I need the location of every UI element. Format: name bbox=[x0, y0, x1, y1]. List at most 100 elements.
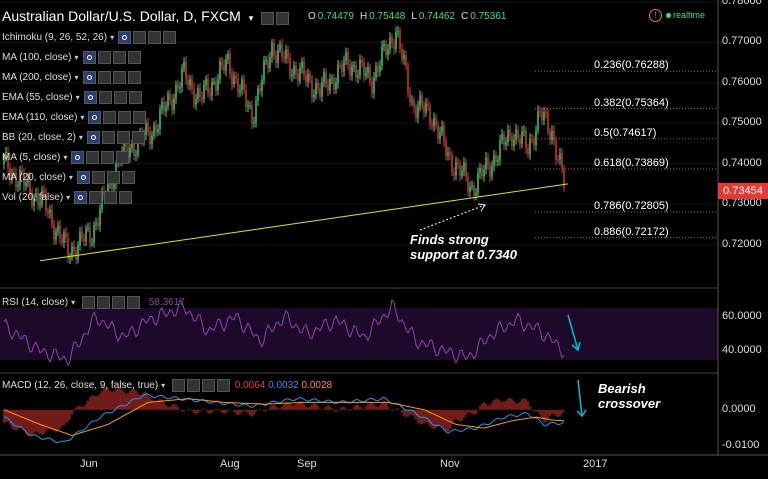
settings-icon[interactable] bbox=[89, 191, 103, 204]
settings-icon[interactable] bbox=[91, 171, 105, 184]
chevron-down-icon[interactable]: ▾ bbox=[248, 13, 254, 23]
chart-title-bar: Australian Dollar/U.S. Dollar, D, FXCM ▾ bbox=[2, 8, 291, 26]
candle-body bbox=[471, 185, 473, 187]
candle-body bbox=[385, 43, 387, 55]
eye-icon[interactable] bbox=[71, 151, 85, 164]
candle-body bbox=[53, 224, 55, 240]
close-icon[interactable] bbox=[119, 191, 133, 204]
candle-body bbox=[513, 139, 515, 147]
candle-body bbox=[279, 43, 281, 50]
candle-body bbox=[323, 72, 325, 83]
candle-body bbox=[43, 190, 45, 194]
candle-body bbox=[539, 110, 541, 112]
indicator-8[interactable]: Vol (20, false) ▾ bbox=[2, 191, 134, 204]
indicator-label: EMA (110, close) bbox=[2, 112, 78, 124]
candle-body bbox=[395, 32, 397, 49]
chevron-down-icon[interactable]: ▾ bbox=[78, 133, 83, 143]
support-pointer-head bbox=[477, 203, 486, 212]
close-icon[interactable] bbox=[116, 151, 130, 164]
settings-icon[interactable] bbox=[98, 91, 112, 104]
close-icon[interactable] bbox=[127, 71, 141, 84]
candle-body bbox=[345, 52, 347, 62]
close-icon[interactable] bbox=[133, 111, 147, 124]
candle-body bbox=[193, 88, 195, 105]
candle-body bbox=[399, 30, 401, 49]
close-icon[interactable] bbox=[128, 91, 142, 104]
settings-icon[interactable] bbox=[103, 111, 117, 124]
eye-icon[interactable] bbox=[82, 51, 96, 64]
candle-body bbox=[57, 225, 59, 232]
eye-icon[interactable] bbox=[118, 31, 132, 44]
add-icon[interactable] bbox=[104, 191, 118, 204]
candle-body bbox=[489, 165, 491, 177]
eye-icon[interactable] bbox=[76, 171, 90, 184]
candle-body bbox=[79, 231, 81, 246]
candle-body bbox=[431, 124, 433, 127]
candle-body bbox=[65, 232, 67, 239]
indicator-7[interactable]: MA (20, close) ▾ bbox=[2, 171, 137, 184]
close-icon[interactable] bbox=[127, 51, 141, 64]
add-icon[interactable] bbox=[148, 31, 162, 44]
chevron-down-icon[interactable]: ▾ bbox=[63, 153, 68, 163]
chevron-down-icon[interactable]: ▾ bbox=[71, 298, 76, 308]
eye-icon[interactable] bbox=[88, 111, 102, 124]
settings-icon[interactable] bbox=[133, 31, 147, 44]
close-icon[interactable] bbox=[121, 171, 135, 184]
indicator-6[interactable]: MA (5, close) ▾ bbox=[2, 151, 131, 164]
candle-body bbox=[349, 64, 351, 76]
eye-icon[interactable] bbox=[83, 91, 97, 104]
settings-icon[interactable] bbox=[97, 51, 111, 64]
indicator-1[interactable]: MA (100, close) ▾ bbox=[2, 51, 143, 64]
indicator-3[interactable]: EMA (55, close) ▾ bbox=[2, 91, 144, 104]
chevron-down-icon[interactable]: ▾ bbox=[68, 173, 73, 183]
candle-body bbox=[291, 74, 293, 77]
eye-icon[interactable] bbox=[81, 296, 95, 309]
candle-body bbox=[563, 168, 565, 188]
close-icon[interactable] bbox=[276, 12, 290, 26]
chevron-down-icon[interactable]: ▾ bbox=[74, 53, 79, 63]
indicator-2[interactable]: MA (200, close) ▾ bbox=[2, 71, 143, 84]
candle-body bbox=[91, 242, 93, 244]
candle-body bbox=[543, 112, 545, 121]
settings-icon[interactable] bbox=[186, 379, 200, 392]
candle-body bbox=[13, 172, 15, 174]
indicator-5[interactable]: BB (20, close, 2) ▾ bbox=[2, 131, 147, 144]
eye-icon[interactable] bbox=[171, 379, 185, 392]
close-icon[interactable] bbox=[216, 379, 230, 392]
candle-body bbox=[517, 129, 519, 139]
chevron-down-icon[interactable]: ▾ bbox=[74, 73, 79, 83]
add-icon[interactable] bbox=[106, 171, 120, 184]
indicator-0[interactable]: Ichimoku (9, 26, 52, 26) ▾ bbox=[2, 31, 178, 44]
chevron-down-icon[interactable]: ▾ bbox=[110, 33, 115, 43]
indicator-4[interactable]: EMA (110, close) ▾ bbox=[2, 111, 148, 124]
eye-icon[interactable] bbox=[74, 191, 88, 204]
warning-icon[interactable]: ! bbox=[649, 9, 662, 22]
close-icon[interactable] bbox=[126, 296, 140, 309]
settings-icon[interactable] bbox=[96, 296, 110, 309]
settings-icon[interactable] bbox=[97, 71, 111, 84]
close-icon[interactable] bbox=[163, 31, 177, 44]
settings-icon[interactable] bbox=[261, 12, 275, 26]
chevron-down-icon[interactable]: ▾ bbox=[80, 113, 85, 123]
settings-icon[interactable] bbox=[86, 151, 100, 164]
eye-icon[interactable] bbox=[86, 131, 100, 144]
candle-body bbox=[159, 109, 161, 130]
add-icon[interactable] bbox=[101, 151, 115, 164]
candle-body bbox=[309, 73, 311, 81]
candle-body bbox=[181, 68, 183, 88]
add-icon[interactable] bbox=[116, 131, 130, 144]
add-icon[interactable] bbox=[201, 379, 215, 392]
add-icon[interactable] bbox=[112, 51, 126, 64]
chevron-down-icon[interactable]: ▾ bbox=[66, 193, 71, 203]
add-icon[interactable] bbox=[113, 91, 127, 104]
close-icon[interactable] bbox=[131, 131, 145, 144]
candle-body bbox=[369, 67, 371, 82]
add-icon[interactable] bbox=[111, 296, 125, 309]
chevron-down-icon[interactable]: ▾ bbox=[75, 93, 80, 103]
chevron-down-icon[interactable]: ▾ bbox=[161, 381, 166, 391]
add-icon[interactable] bbox=[112, 71, 126, 84]
settings-icon[interactable] bbox=[101, 131, 115, 144]
add-icon[interactable] bbox=[118, 111, 132, 124]
eye-icon[interactable] bbox=[82, 71, 96, 84]
candle-body bbox=[59, 225, 61, 239]
